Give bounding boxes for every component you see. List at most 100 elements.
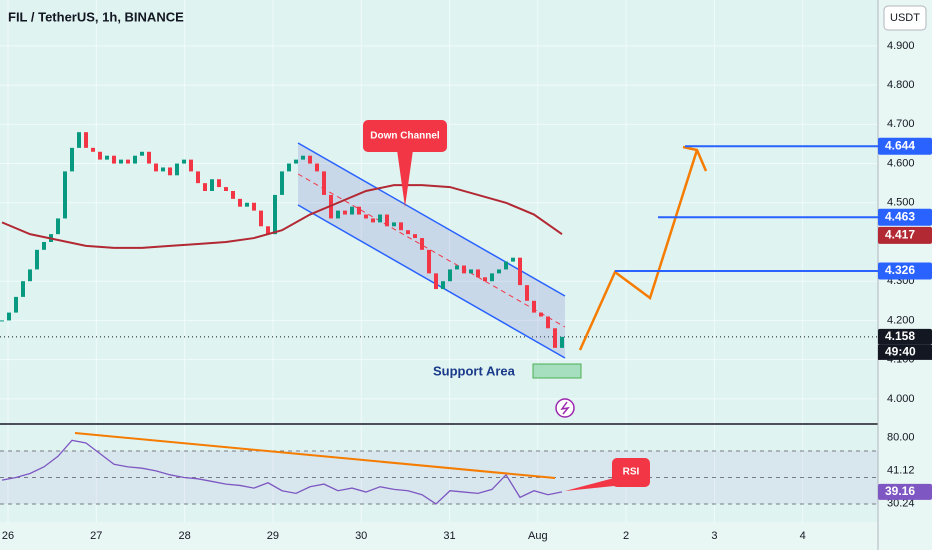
price-badge	[878, 262, 932, 280]
rsi-line	[1, 439, 563, 505]
x-tick-label: 2	[623, 530, 629, 542]
price-badge-label: 4.417	[885, 227, 915, 241]
rsi-badge	[878, 483, 932, 500]
grid	[0, 0, 878, 522]
candle	[406, 230, 410, 235]
rsi-tick-label: 80.00	[887, 432, 915, 444]
candle	[413, 234, 417, 239]
rsi-trend-value: 41.12	[887, 465, 915, 477]
x-tick-label: 4	[800, 530, 806, 542]
candle	[77, 132, 81, 148]
candle	[175, 163, 179, 176]
candle	[560, 336, 564, 348]
countdown: 49:40	[885, 345, 916, 359]
candle	[56, 218, 60, 235]
candle	[252, 202, 256, 211]
candle	[350, 206, 354, 215]
channel-lower	[297, 204, 566, 359]
candle	[469, 269, 473, 274]
candle	[182, 159, 186, 164]
candle	[371, 218, 375, 223]
main-pane	[0, 0, 878, 423]
candle	[21, 281, 25, 297]
candle	[315, 163, 319, 172]
candle	[490, 273, 494, 282]
rsi-tick-label: 30.24	[887, 498, 915, 510]
currency-box[interactable]	[883, 5, 927, 31]
candle	[308, 155, 312, 164]
callout-text: Down Channel	[370, 131, 440, 142]
y-tick-label: 4.200	[887, 314, 915, 326]
x-tick-label: 3	[711, 530, 717, 542]
candle	[280, 171, 284, 195]
candle	[126, 159, 130, 164]
candle	[28, 269, 32, 282]
candle	[294, 159, 298, 164]
candle	[546, 316, 550, 329]
candle	[105, 155, 109, 160]
candle	[287, 163, 291, 172]
candle	[133, 155, 137, 164]
candle	[343, 210, 347, 215]
candle	[98, 151, 102, 160]
rsi-callout	[612, 458, 650, 487]
y-tick-label: 4.000	[887, 393, 915, 405]
x-tick-label: 27	[90, 530, 102, 542]
candle	[161, 167, 165, 172]
candle	[336, 210, 340, 219]
rsi-callout-text: RSI	[623, 467, 640, 478]
candle	[434, 273, 438, 290]
price-badge	[878, 328, 932, 345]
y-tick-label: 4.800	[887, 79, 915, 91]
price-badge	[878, 208, 932, 226]
candle	[553, 328, 557, 348]
candle	[14, 296, 18, 313]
candle	[511, 257, 515, 262]
candle	[455, 265, 459, 270]
candle	[119, 159, 123, 164]
candle	[217, 179, 221, 188]
candle	[378, 214, 382, 223]
y-tick-label: 4.600	[887, 157, 915, 169]
candle	[427, 249, 431, 274]
candle	[322, 171, 326, 195]
candle	[364, 214, 368, 219]
candle	[385, 214, 389, 227]
x-tick-label: 31	[443, 530, 455, 542]
candle	[210, 179, 214, 191]
candle	[525, 285, 529, 301]
candle	[462, 265, 466, 274]
x-tick-label: Aug	[528, 530, 548, 542]
rsi-pane	[0, 425, 878, 522]
x-tick-label: 30	[355, 530, 367, 542]
title: FIL / TetherUS, 1h, BINANCE	[8, 9, 184, 24]
candle	[70, 147, 74, 172]
candle	[539, 312, 543, 317]
candle	[273, 194, 277, 235]
x-tick-label: 29	[267, 530, 279, 542]
currency: USDT	[890, 12, 920, 24]
candle	[203, 183, 207, 191]
support-label: Support Area	[433, 363, 516, 378]
candle	[224, 187, 228, 191]
candle	[420, 238, 424, 250]
support-box	[532, 363, 582, 379]
candle	[392, 222, 396, 227]
candle	[63, 171, 67, 219]
price-badge-label: 4.463	[885, 209, 915, 223]
candle	[441, 281, 445, 290]
price-badge-label: 4.644	[885, 138, 915, 152]
candle	[504, 261, 508, 270]
candle	[112, 155, 116, 164]
candle	[7, 312, 11, 321]
candle	[154, 163, 158, 172]
candle	[168, 167, 172, 176]
event-bolt	[560, 401, 570, 415]
moving-average	[1, 184, 563, 249]
projection-arrow	[682, 145, 708, 172]
candle	[42, 241, 46, 250]
candle	[448, 269, 452, 282]
callout-pointer	[397, 150, 413, 207]
callout	[363, 120, 447, 152]
